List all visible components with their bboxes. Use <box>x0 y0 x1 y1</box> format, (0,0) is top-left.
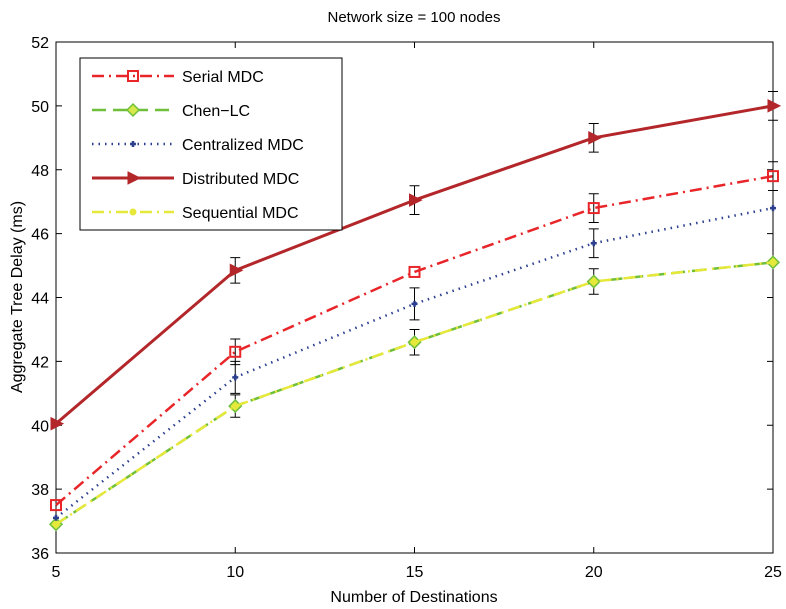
data-point <box>769 258 777 266</box>
series-0 <box>50 161 779 512</box>
data-point <box>408 265 421 278</box>
legend-label: Chen−LC <box>182 103 250 120</box>
y-tick-label: 50 <box>31 99 49 116</box>
y-tick-label: 44 <box>31 291 49 308</box>
data-point <box>411 300 418 307</box>
data-point <box>229 345 242 358</box>
error-bar <box>588 193 599 223</box>
chart-title: Network size = 100 nodes <box>327 9 500 26</box>
series-2 <box>53 205 776 521</box>
y-tick-label: 46 <box>31 227 49 244</box>
y-tick-label: 48 <box>31 163 49 180</box>
y-tick-label: 36 <box>31 546 49 563</box>
x-tick-label: 20 <box>585 564 603 581</box>
series-layer <box>48 91 782 532</box>
legend-label: Serial MDC <box>182 69 264 86</box>
legend-box <box>79 57 343 231</box>
data-point <box>229 263 244 278</box>
legend-marker <box>129 208 137 216</box>
series-3 <box>50 91 782 431</box>
x-tick-label: 25 <box>764 564 782 581</box>
y-tick-label: 40 <box>31 418 49 435</box>
y-tick-label: 52 <box>31 35 49 52</box>
data-point <box>50 499 62 512</box>
data-point <box>232 374 239 381</box>
data-point <box>588 131 602 145</box>
axis-ticks: 5 10 15 20 25 36 38 40 42 44 46 48 50 52 <box>31 35 782 581</box>
y-tick-label: 42 <box>31 354 49 371</box>
data-point <box>590 240 597 247</box>
legend-marker <box>127 70 139 82</box>
data-point <box>590 278 598 286</box>
legend-marker <box>125 102 141 118</box>
legend-marker <box>130 141 136 147</box>
x-tick-label: 15 <box>406 564 424 581</box>
legend-marker <box>127 171 142 185</box>
error-bar <box>768 161 778 192</box>
legend-label: Sequential MDC <box>182 205 299 222</box>
data-point <box>50 416 65 431</box>
y-tick-label: 38 <box>31 482 49 499</box>
legend-label: Centralized MDC <box>182 137 304 154</box>
data-point <box>53 514 59 521</box>
x-axis-title: Number of Destinations <box>330 589 497 606</box>
data-point <box>767 99 782 113</box>
data-point <box>52 520 60 528</box>
data-point <box>770 205 776 212</box>
data-point <box>587 202 600 215</box>
x-tick-label: 5 <box>52 564 61 581</box>
series-4 <box>52 258 777 528</box>
x-tick-label: 10 <box>226 564 244 581</box>
data-point <box>231 402 239 410</box>
data-point <box>409 193 423 207</box>
data-point <box>411 338 418 346</box>
data-point <box>767 170 779 183</box>
series-line <box>55 261 774 526</box>
y-axis-title: Aggregate Tree Delay (ms) <box>9 201 26 393</box>
series-line <box>55 174 774 507</box>
legend: Serial MDC Chen−LC Centralized MDC Distribu… <box>79 57 343 231</box>
legend-label: Distributed MDC <box>182 171 299 188</box>
